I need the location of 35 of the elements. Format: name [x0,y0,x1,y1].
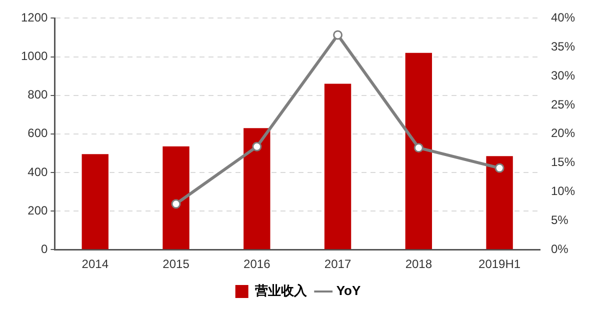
point [414,143,424,153]
y-tick-label: 0 [41,242,48,256]
y2-tick-label: 25% [550,97,576,112]
bar [486,156,513,250]
legend-label: 营业收入 [254,283,308,298]
y-tick-label: 800 [28,88,48,102]
point [494,163,504,173]
y-tick-label: 1200 [20,10,48,25]
legend-label: YoY [336,283,361,298]
y-tick-label: 600 [28,126,48,140]
bar [162,146,190,250]
point [252,142,262,152]
bar [244,128,270,250]
x-tick-label: 2015 [162,257,190,272]
x-tick-label: 2017 [324,257,352,272]
y-tick-label: 200 [28,203,48,218]
x-tick-label: 2019H1 [478,257,521,272]
y2-tick-label: 10% [550,184,576,198]
y2-tick-label: 20% [550,126,576,140]
y-tick-label: 400 [28,164,48,179]
y-tick-label: 1000 [20,49,48,64]
y2-tick-label: 40% [550,10,576,25]
y2-tick-label: 15% [550,155,576,170]
x-tick-label: 2016 [244,257,271,272]
bar [405,52,432,250]
x-tick-label: 2014 [82,257,109,272]
y2-tick-label: 0% [550,242,569,256]
y2-tick-label: 5% [550,212,569,227]
point [171,199,181,209]
x-tick-label: 2018 [405,257,432,272]
y2-tick-label: 30% [550,68,576,82]
bar [324,84,352,250]
y2-tick-label: 35% [550,39,576,54]
bar [82,154,108,250]
point [333,30,343,40]
